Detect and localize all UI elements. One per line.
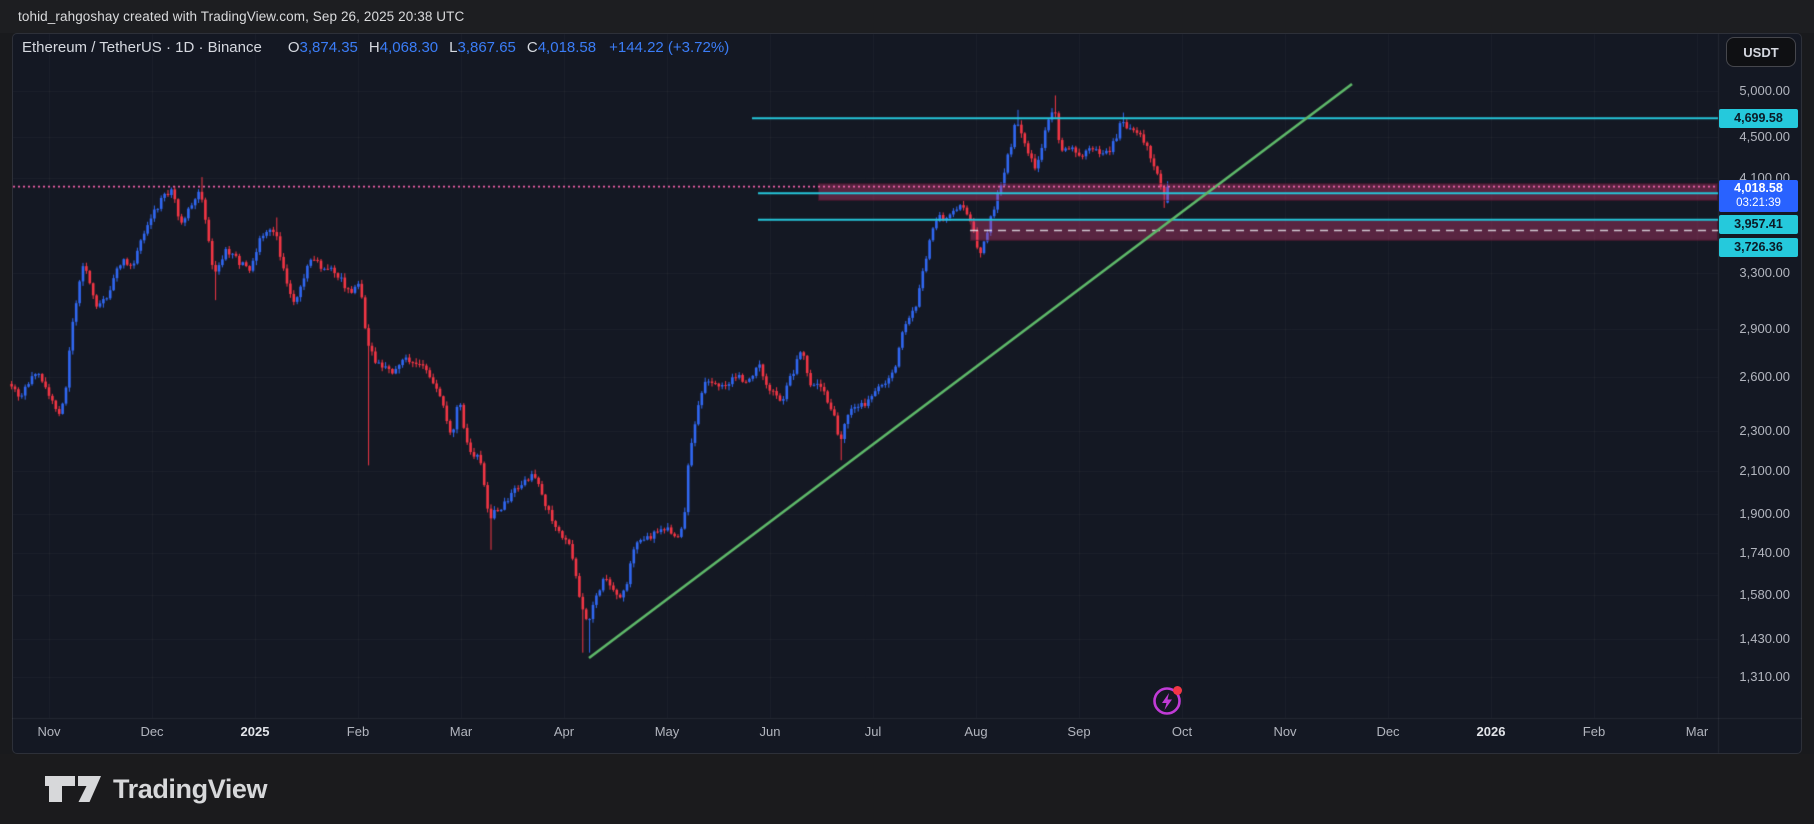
y-axis-tick: 1,900.00	[1739, 506, 1790, 522]
last-price-label: 4,018.58 03:21:39	[1719, 179, 1798, 212]
y-axis-tick: 3,300.00	[1739, 264, 1790, 280]
x-axis-label: Nov	[37, 724, 61, 739]
x-axis-label: Aug	[964, 724, 988, 739]
lightning-event-icon[interactable]	[1150, 682, 1186, 718]
symbol-row: Ethereum / TetherUS · 1D · Binance O3,87…	[22, 39, 729, 56]
change-value: +144.22 (+3.72%)	[609, 39, 730, 56]
y-axis-tick: 1,430.00	[1739, 630, 1790, 646]
x-axis-label: Oct	[1171, 724, 1193, 739]
currency-toggle-button[interactable]: USDT	[1726, 37, 1796, 67]
ohlc-o: O3,874.35	[287, 39, 358, 56]
x-axis-label: Jun	[759, 724, 781, 739]
y-axis-tick: 2,600.00	[1739, 369, 1790, 385]
x-axis-label: 2025	[240, 724, 270, 739]
x-axis-label: Mar	[449, 724, 473, 739]
symbol-title[interactable]: Ethereum / TetherUS · 1D · Binance	[22, 39, 262, 56]
y-axis-tick: 1,310.00	[1739, 669, 1790, 685]
y-axis-tick: 4,500.00	[1739, 129, 1790, 145]
y-axis-tick: 2,100.00	[1739, 462, 1790, 478]
x-axis-label: Feb	[1582, 724, 1606, 739]
y-axis-tick: 2,900.00	[1739, 321, 1790, 337]
y-axis-tick: 1,740.00	[1739, 544, 1790, 560]
countdown-timer: 03:21:39	[1736, 196, 1781, 209]
x-axis-label: Jul	[864, 724, 882, 739]
x-axis-label: Dec	[1376, 724, 1400, 739]
ohlc-c: C4,018.58	[526, 39, 597, 56]
ohlc-h: H4,068.30	[368, 39, 439, 56]
x-axis-label: Sep	[1067, 724, 1091, 739]
y-axis-tick: 5,000.00	[1739, 83, 1790, 99]
price-level-label: 3,726.36	[1719, 237, 1798, 257]
x-axis-label: Feb	[346, 724, 370, 739]
x-axis-label: 2026	[1476, 724, 1506, 739]
x-axis-label: Nov	[1273, 724, 1297, 739]
x-axis-label: May	[654, 724, 680, 739]
ohlc-values: O3,874.35 H4,068.30 L3,867.65 C4,018.58	[288, 39, 607, 56]
price-level-label: 3,957.41	[1719, 214, 1798, 234]
ohlc-l: L3,867.65	[449, 39, 516, 56]
x-axis-label: Apr	[553, 724, 575, 739]
y-axis-tick: 2,300.00	[1739, 422, 1790, 438]
y-axis-tick: 1,580.00	[1739, 587, 1790, 603]
x-axis-label: Mar	[1685, 724, 1709, 739]
x-axis-label: Dec	[140, 724, 164, 739]
price-level-label: 4,699.58	[1719, 108, 1798, 128]
